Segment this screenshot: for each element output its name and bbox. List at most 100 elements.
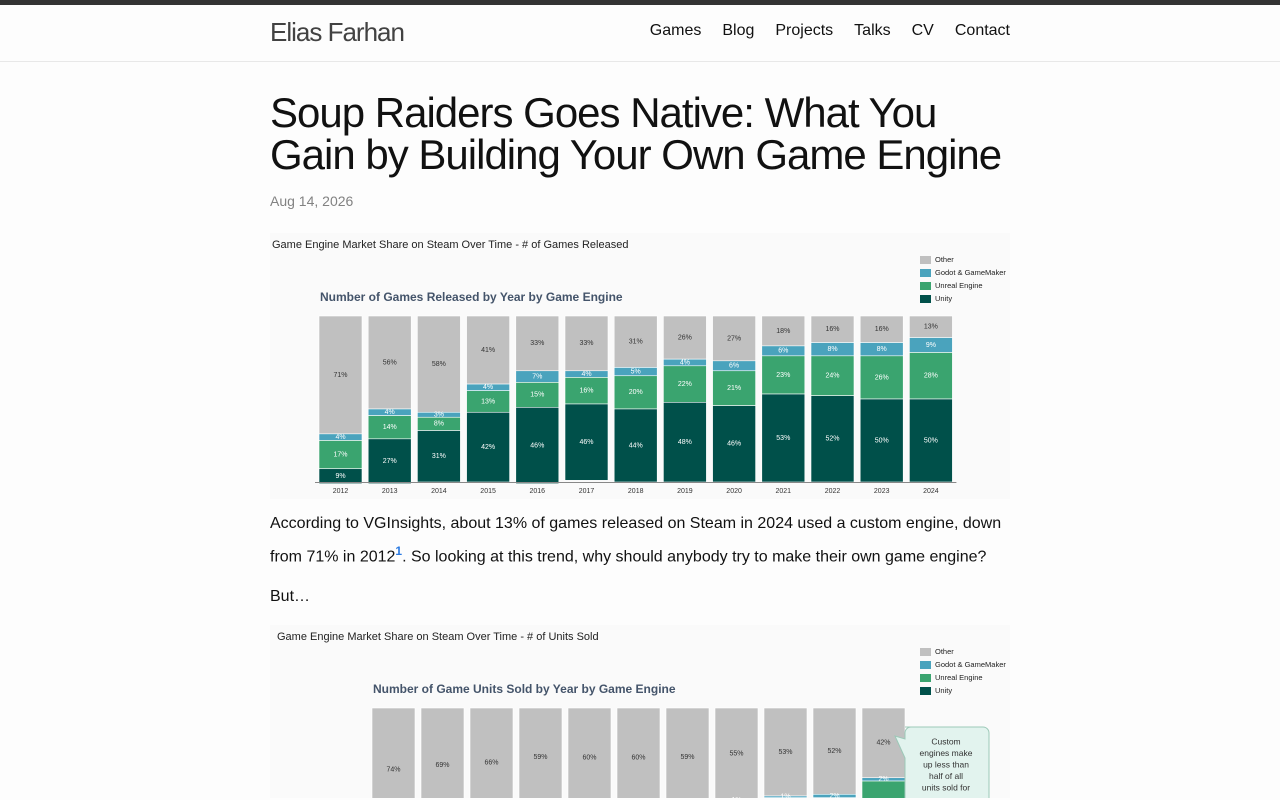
legend-label: Godot & GameMaker — [935, 268, 1006, 277]
data-label: 31% — [629, 339, 643, 346]
data-label: 53% — [778, 749, 792, 756]
x-tick-label: 2015 — [480, 488, 496, 495]
data-label: 59% — [533, 754, 547, 761]
x-tick-label: 2023 — [874, 488, 890, 495]
post: Soup Raiders Goes Native: What You Gain … — [270, 62, 1010, 799]
bar-segment — [663, 365, 707, 403]
footnote-ref: 1 — [395, 543, 402, 558]
bar-segment — [712, 370, 756, 406]
bar-segment — [318, 315, 363, 435]
callout-text: half of all — [929, 771, 963, 781]
data-label: 71% — [333, 372, 347, 379]
bar-segment — [665, 708, 710, 799]
data-label: 13% — [481, 398, 495, 405]
bar-segment — [909, 352, 953, 400]
paragraph: But… — [270, 588, 311, 606]
data-label: 3% — [434, 412, 444, 419]
chart-subtitle: Number of Game Units Sold by Year by Gam… — [373, 683, 676, 697]
bar-segment — [417, 430, 461, 483]
bar-segment — [859, 315, 904, 343]
legend-label: Other — [935, 647, 954, 656]
bar-segment — [515, 407, 560, 484]
bar-segment — [812, 794, 857, 799]
bar-segment — [613, 375, 658, 410]
post-date: Aug 14, 2026 — [270, 193, 354, 209]
bar-segment — [859, 355, 904, 400]
data-label: 52% — [827, 748, 841, 755]
data-label: 42% — [876, 740, 890, 747]
data-label: 56% — [383, 359, 397, 366]
legend-label: Unity — [935, 294, 952, 303]
data-label: 6% — [778, 348, 788, 355]
data-label: 13% — [924, 324, 938, 331]
bar-segment — [616, 708, 661, 799]
data-label: 1% — [780, 794, 790, 798]
data-label: 58% — [432, 361, 446, 368]
data-label: 2% — [878, 777, 888, 784]
data-label: 27% — [727, 335, 741, 342]
callout-text: Custom — [931, 737, 960, 747]
bar-segment — [564, 403, 609, 481]
data-label: 16% — [579, 388, 593, 395]
data-label: 59% — [680, 754, 694, 761]
x-tick-label: 2013 — [382, 488, 398, 495]
legend-label: Other — [935, 255, 954, 264]
bar-segment — [714, 708, 759, 799]
x-tick-label: 2016 — [530, 488, 546, 495]
text: According to VGInsights, about 13% of ga… — [270, 515, 1002, 566]
legend-swatch — [920, 282, 931, 290]
nav: Games Blog Projects Talks CV Contact — [629, 22, 1010, 40]
bar-segment — [761, 355, 806, 395]
bar-segment — [371, 708, 416, 799]
data-label: 1% — [731, 797, 741, 798]
data-label: 69% — [435, 762, 449, 769]
data-label: 4% — [581, 371, 591, 378]
data-label: 7% — [532, 373, 542, 380]
chart-image: Game Engine Market Share on Steam Over T… — [270, 233, 1010, 499]
data-label: 46% — [579, 439, 593, 446]
chart-title: Game Engine Market Share on Steam Over T… — [277, 631, 599, 643]
data-label: 26% — [678, 334, 692, 341]
data-label: 14% — [383, 424, 397, 431]
nav-link[interactable]: Contact — [954, 22, 1010, 39]
nav-link[interactable]: Talks — [854, 22, 891, 39]
x-tick-label: 2014 — [431, 488, 447, 495]
data-label: 4% — [680, 359, 690, 366]
data-label: 4% — [335, 434, 345, 441]
nav-link[interactable]: Games — [649, 22, 702, 39]
nav-link[interactable]: CV — [911, 22, 934, 39]
data-label: 4% — [385, 409, 395, 416]
nav-link[interactable]: Blog — [722, 22, 755, 39]
data-label: 15% — [530, 392, 544, 399]
data-label: 33% — [579, 340, 593, 347]
data-label: 41% — [481, 347, 495, 354]
bar-segment — [763, 708, 808, 797]
site-header: Elias Farhan Games Blog Projects Talks CV Con… — [0, 5, 1280, 62]
data-label: 26% — [875, 374, 889, 381]
data-label: 20% — [629, 389, 643, 396]
bar-segment — [761, 393, 806, 483]
bar-segment — [466, 411, 510, 483]
data-label: 18% — [776, 328, 790, 335]
data-label: 50% — [924, 437, 938, 444]
bar-segment — [810, 395, 855, 483]
legend-label: Unreal Engine — [935, 281, 983, 290]
nav-link[interactable]: Projects — [775, 22, 834, 39]
x-tick-label: 2024 — [923, 488, 939, 495]
data-label: 27% — [383, 458, 397, 465]
data-label: 16% — [875, 326, 889, 333]
footnote-link[interactable]: 1 — [395, 544, 403, 558]
bar-segment — [518, 708, 563, 799]
data-label: 8% — [434, 421, 444, 428]
data-label: 23% — [776, 372, 790, 379]
data-label: 2% — [829, 793, 839, 798]
data-label: 33% — [530, 340, 544, 347]
site-title[interactable]: Elias Farhan — [270, 17, 405, 47]
chart-subtitle: Number of Games Released by Year by Game… — [320, 290, 623, 304]
x-tick-label: 2012 — [333, 488, 349, 495]
bar-segment — [810, 355, 855, 396]
data-label: 5% — [631, 368, 641, 375]
bar-segment — [564, 315, 609, 372]
x-tick-label: 2020 — [726, 488, 742, 495]
legend-swatch — [920, 295, 931, 303]
